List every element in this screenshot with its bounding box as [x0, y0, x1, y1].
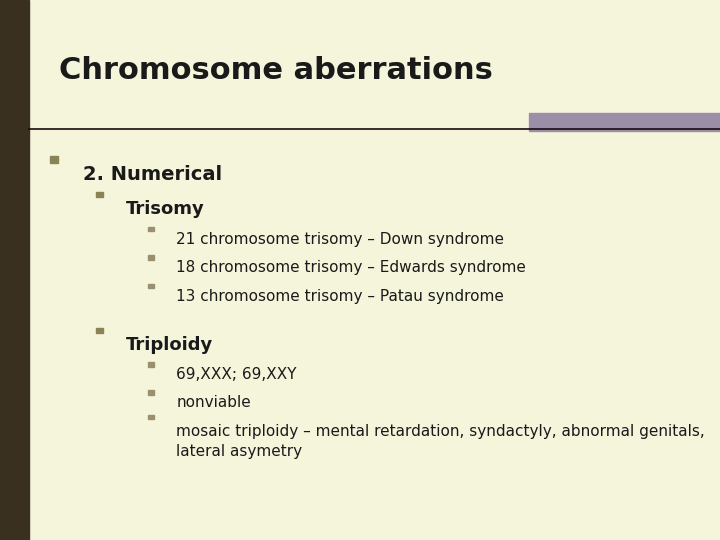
Text: Chromosome aberrations: Chromosome aberrations — [59, 56, 493, 85]
Text: Trisomy: Trisomy — [126, 200, 204, 218]
Text: Triploidy: Triploidy — [126, 336, 213, 354]
Bar — [148, 255, 154, 260]
Bar — [148, 227, 154, 231]
Bar — [96, 328, 103, 333]
Text: 21 chromosome trisomy – Down syndrome: 21 chromosome trisomy – Down syndrome — [176, 232, 505, 247]
Text: mosaic triploidy – mental retardation, syndactyly, abnormal genitals,
lateral as: mosaic triploidy – mental retardation, s… — [176, 424, 705, 458]
Bar — [148, 415, 154, 419]
Bar — [148, 284, 154, 288]
Text: nonviable: nonviable — [176, 395, 251, 410]
Text: 2. Numerical: 2. Numerical — [83, 165, 222, 184]
Bar — [0, 0, 29, 540]
Text: 69,XXX; 69,XXY: 69,XXX; 69,XXY — [176, 367, 297, 382]
Bar — [50, 156, 58, 163]
Bar — [148, 390, 154, 395]
Bar — [148, 362, 154, 367]
Text: 18 chromosome trisomy – Edwards syndrome: 18 chromosome trisomy – Edwards syndrome — [176, 260, 526, 275]
Text: 13 chromosome trisomy – Patau syndrome: 13 chromosome trisomy – Patau syndrome — [176, 289, 504, 304]
Bar — [529, 113, 720, 131]
Bar — [96, 192, 103, 197]
